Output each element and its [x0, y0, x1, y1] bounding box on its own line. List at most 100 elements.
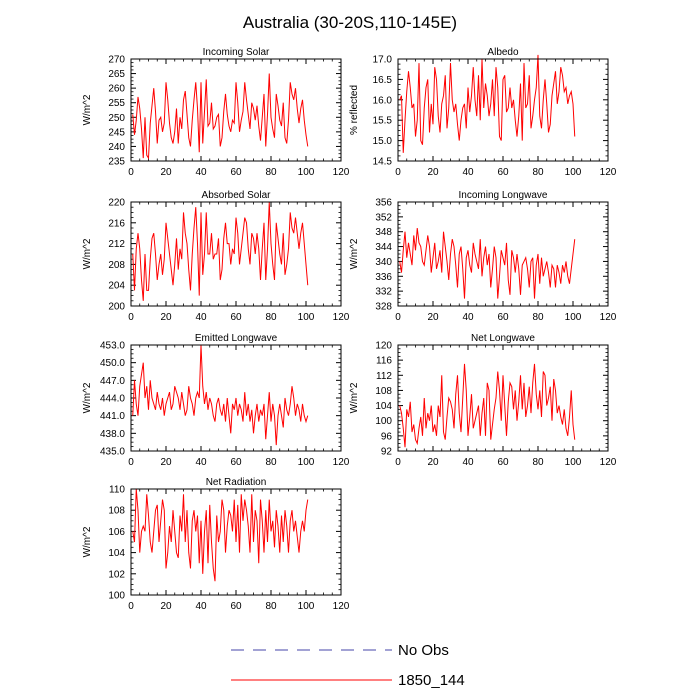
y-tick-label: 17.0 — [373, 55, 393, 66]
x-tick-label: 120 — [333, 312, 350, 323]
x-tick-label: 120 — [600, 167, 617, 178]
x-tick-label: 20 — [160, 601, 172, 612]
y-tick-label: 200 — [108, 302, 125, 313]
panel-5: Emitted Longwave W/m^2 0 20 40 60 80 100 120 435.… — [82, 333, 350, 468]
y-axis-label: W/m^2 — [82, 382, 93, 413]
x-tick-label: 40 — [462, 167, 474, 178]
y-tick-label: 15.0 — [373, 136, 393, 147]
plot-frame — [130, 58, 342, 162]
x-tick-label: 0 — [128, 167, 134, 178]
y-tick-label: 102 — [108, 569, 125, 580]
plot-frame — [397, 201, 609, 307]
x-tick-label: 0 — [128, 312, 134, 323]
x-tick-label: 60 — [230, 601, 242, 612]
y-tick-label: 100 — [375, 416, 392, 427]
series-line — [399, 54, 576, 153]
series-line — [399, 227, 576, 299]
y-tick-label: 336 — [375, 272, 392, 283]
y-axis-label: W/m^2 — [82, 526, 93, 557]
series-line — [399, 363, 576, 448]
x-tick-label: 80 — [265, 167, 277, 178]
y-tick-label: 220 — [108, 198, 125, 209]
y-tick-label: 108 — [375, 386, 392, 397]
x-tick-label: 20 — [160, 457, 172, 468]
y-tick-label: 235 — [108, 157, 125, 168]
x-tick-label: 60 — [230, 312, 242, 323]
panel-1: Incoming Solar W/m^2 0 20 40 60 80 100 120 235 240… — [82, 47, 350, 178]
y-tick-label: 110 — [109, 485, 125, 496]
x-tick-label: 80 — [532, 457, 544, 468]
x-tick-label: 20 — [427, 312, 439, 323]
x-tick-label: 40 — [195, 457, 207, 468]
y-tick-label: 104 — [108, 548, 125, 559]
y-tick-label: 120 — [375, 341, 392, 352]
x-tick-label: 80 — [532, 312, 544, 323]
y-tick-label: 356 — [375, 198, 392, 209]
panel-title: Albedo — [487, 47, 519, 58]
figure-title: Australia (30-20S,110-145E) — [243, 13, 457, 32]
x-tick-label: 120 — [333, 167, 350, 178]
y-tick-label: 444.0 — [100, 394, 125, 405]
y-tick-label: 453.0 — [100, 341, 125, 352]
x-tick-label: 120 — [333, 601, 350, 612]
panel-title: Net Longwave — [471, 333, 535, 344]
panel-title: Incoming Solar — [203, 47, 270, 58]
x-tick-label: 80 — [265, 601, 277, 612]
y-tick-label: 328 — [375, 302, 392, 313]
plot-frame — [130, 201, 342, 307]
y-tick-label: 447.0 — [100, 376, 125, 387]
x-tick-label: 100 — [565, 167, 582, 178]
y-axis-label: W/m^2 — [349, 382, 360, 413]
x-tick-label: 40 — [195, 601, 207, 612]
panel-4: Incoming Longwave W/m^2 0 20 40 60 80 100 120 328… — [349, 190, 617, 323]
plot-frame — [397, 58, 609, 162]
y-tick-label: 255 — [108, 98, 125, 109]
x-tick-label: 100 — [298, 312, 315, 323]
x-tick-label: 100 — [298, 167, 315, 178]
y-axis-label: W/m^2 — [349, 238, 360, 269]
y-tick-label: 96 — [381, 431, 393, 442]
x-tick-label: 40 — [462, 312, 474, 323]
x-tick-label: 0 — [128, 601, 134, 612]
series-line — [132, 73, 309, 160]
x-tick-label: 60 — [230, 167, 242, 178]
x-tick-label: 120 — [333, 457, 350, 468]
x-tick-label: 120 — [600, 457, 617, 468]
x-tick-label: 100 — [565, 312, 582, 323]
y-axis-label: W/m^2 — [82, 94, 93, 125]
x-tick-label: 60 — [230, 457, 242, 468]
y-tick-label: 116 — [376, 356, 392, 367]
plot-frame — [130, 488, 342, 596]
panel-title: Emitted Longwave — [195, 333, 278, 344]
x-tick-label: 60 — [497, 312, 509, 323]
x-tick-label: 20 — [427, 457, 439, 468]
y-tick-label: 250 — [108, 113, 125, 124]
x-tick-label: 0 — [395, 457, 401, 468]
x-tick-label: 0 — [395, 312, 401, 323]
y-tick-label: 435.0 — [100, 447, 125, 458]
y-tick-label: 340 — [375, 257, 392, 268]
y-axis-label: % reflected — [349, 85, 360, 135]
plot-frame — [130, 344, 342, 452]
panel-title: Absorbed Solar — [202, 190, 272, 201]
x-tick-label: 100 — [298, 601, 315, 612]
x-tick-label: 80 — [265, 457, 277, 468]
y-tick-label: 265 — [108, 69, 125, 80]
y-tick-label: 348 — [375, 227, 392, 238]
x-tick-label: 0 — [128, 457, 134, 468]
series-line — [132, 344, 309, 446]
y-tick-label: 216 — [108, 218, 125, 229]
x-tick-label: 40 — [462, 457, 474, 468]
y-tick-label: 332 — [375, 287, 392, 298]
y-tick-label: 208 — [108, 260, 125, 271]
panel-7: Net Radiation W/m^2 0 20 40 60 80 100 120 100 102 1… — [82, 477, 350, 612]
plot-frame — [397, 344, 609, 452]
y-tick-label: 344 — [375, 242, 392, 253]
legend: No Obs 1850_144 — [231, 642, 465, 689]
series-line — [132, 488, 309, 582]
y-tick-label: 104 — [375, 401, 392, 412]
y-tick-label: 204 — [108, 281, 125, 292]
x-tick-label: 40 — [195, 312, 207, 323]
panel-title: Incoming Longwave — [459, 190, 548, 201]
